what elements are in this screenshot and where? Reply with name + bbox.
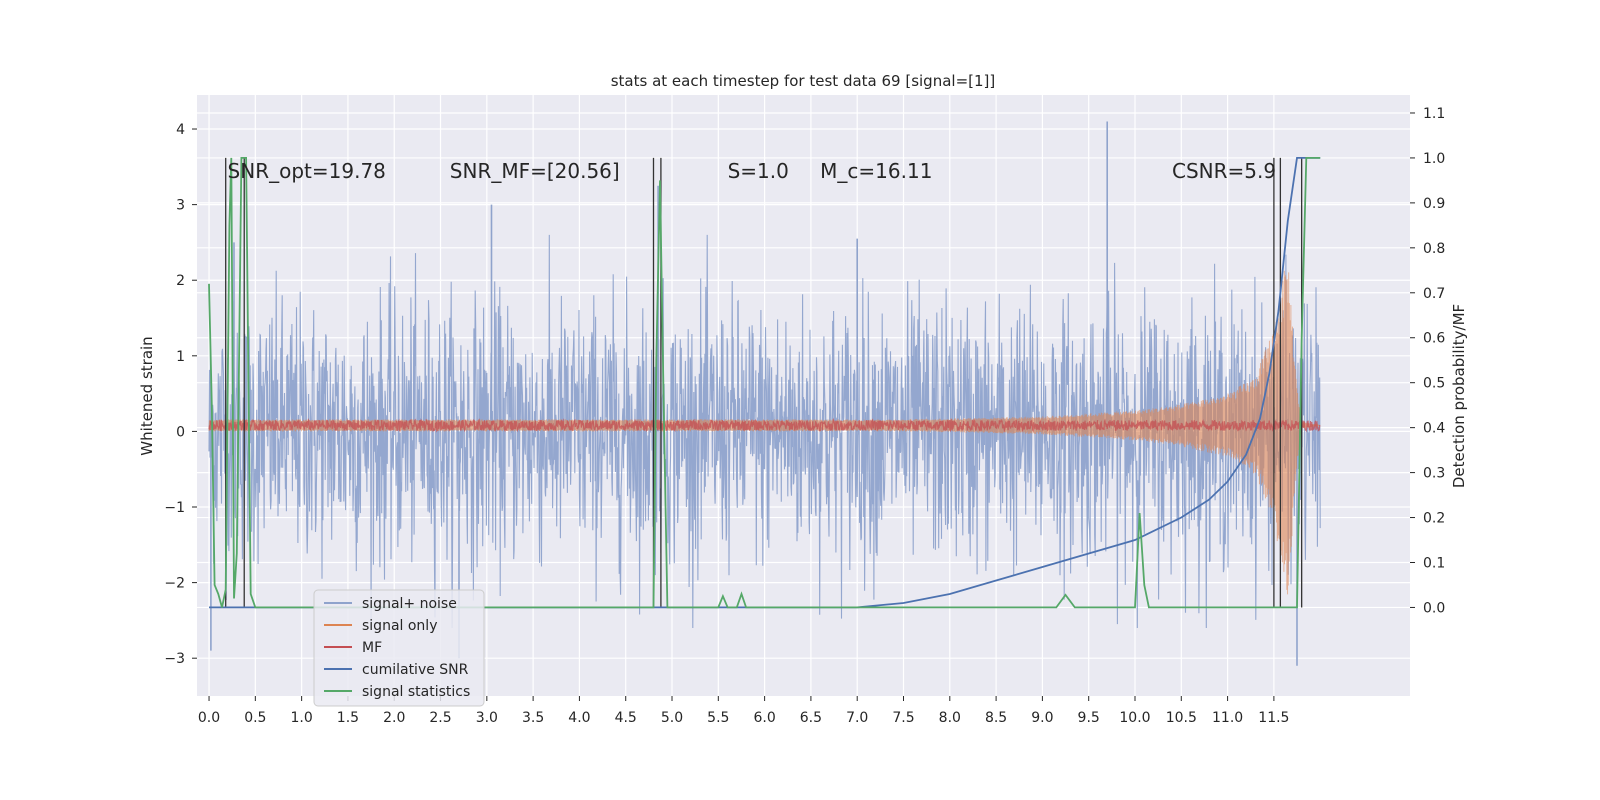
- y-tick-label-left: 0: [176, 424, 185, 440]
- y-tick-label-right: 0.3: [1423, 466, 1445, 482]
- y-tick-label-right: 0.1: [1423, 555, 1445, 571]
- x-tick-label: 6.0: [753, 710, 775, 726]
- legend-label: signal+ noise: [362, 596, 457, 612]
- x-tick-label: 8.5: [985, 710, 1007, 726]
- y-axis-label-left: Whitened strain: [138, 336, 156, 455]
- annotation: SNR_opt=19.78: [228, 159, 386, 183]
- x-tick-label: 3.0: [476, 710, 498, 726]
- annotation: CSNR=5.9: [1172, 159, 1276, 183]
- annotation: SNR_MF=[20.56]: [450, 159, 620, 183]
- x-tick-label: 1.5: [337, 710, 359, 726]
- y-tick-label-left: 4: [176, 122, 185, 138]
- y-tick-label-right: 0.5: [1423, 376, 1445, 392]
- y-tick-label-right: 0.6: [1423, 331, 1445, 347]
- legend-label: signal statistics: [362, 684, 470, 700]
- x-tick-label: 11.0: [1212, 710, 1243, 726]
- x-tick-label: 0.0: [198, 710, 220, 726]
- x-tick-label: 9.0: [1031, 710, 1053, 726]
- y-tick-label-right: 0.4: [1423, 421, 1445, 437]
- y-axis-label-right: Detection probability/MF: [1450, 304, 1468, 488]
- mf-line: [208, 417, 1321, 433]
- y-tick-label-left: −1: [164, 500, 185, 516]
- x-tick-label: 4.5: [615, 710, 637, 726]
- legend-label: cumilative SNR: [362, 662, 469, 678]
- series-layer: [208, 121, 1321, 666]
- axes-layer: 0.0 0.5 1.0 1.5 2.0 2.5 3.0 3.5 4.0 4.5 5.0 5.5 6.0 6…: [164, 106, 1445, 726]
- x-tick-label: 4.0: [568, 710, 590, 726]
- y-tick-label-left: 2: [176, 273, 185, 289]
- x-tick-label: 5.0: [661, 710, 683, 726]
- x-tick-label: 2.0: [383, 710, 405, 726]
- legend-box: [313, 589, 485, 707]
- y-tick-label-left: −3: [164, 651, 185, 667]
- x-tick-label: 9.5: [1078, 710, 1100, 726]
- y-tick-label-left: 1: [176, 349, 185, 365]
- y-tick-label-right: 1.0: [1423, 151, 1445, 167]
- x-tick-label: 1.0: [291, 710, 313, 726]
- legend-label: MF: [362, 640, 382, 656]
- chart-title: stats at each timestep for test data 69 …: [611, 72, 996, 90]
- y-tick-label-right: 0.7: [1423, 286, 1445, 302]
- legend: signal+ noise signal only MF cumilative SNR…: [313, 589, 485, 707]
- x-tick-label: 5.5: [707, 710, 729, 726]
- x-tick-label: 10.0: [1119, 710, 1150, 726]
- x-tick-label: 3.5: [522, 710, 544, 726]
- signal-noise-line: [208, 234, 1321, 629]
- annotations-layer: SNR_opt=19.78 SNR_MF=[20.56] S=1.0 M_c=16.1…: [228, 159, 1277, 183]
- x-tick-label: 10.5: [1166, 710, 1197, 726]
- signal-only-line: [208, 270, 1321, 595]
- y-tick-label-right: 0.9: [1423, 196, 1445, 212]
- legend-label: signal only: [362, 618, 437, 634]
- annotation: S=1.0: [728, 159, 789, 183]
- y-tick-label-right: 0.0: [1423, 600, 1445, 616]
- cumulative-snr-line: [209, 157, 1321, 609]
- y-tick-label-right: 1.1: [1423, 106, 1445, 122]
- y-tick-label-right: 0.2: [1423, 511, 1445, 527]
- x-tick-label: 6.5: [800, 710, 822, 726]
- x-tick-label: 2.5: [429, 710, 451, 726]
- x-tick-label: 8.0: [939, 710, 961, 726]
- x-tick-label: 7.5: [892, 710, 914, 726]
- y-tick-label-left: −2: [164, 576, 185, 592]
- y-tick-label-left: 3: [176, 198, 185, 214]
- x-tick-label: 11.5: [1258, 710, 1289, 726]
- x-tick-label: 7.0: [846, 710, 868, 726]
- x-tick-label: 0.5: [244, 710, 266, 726]
- annotation: M_c=16.11: [820, 159, 932, 183]
- signal-statistics-line: [208, 157, 1321, 609]
- y-tick-label-right: 0.8: [1423, 241, 1445, 257]
